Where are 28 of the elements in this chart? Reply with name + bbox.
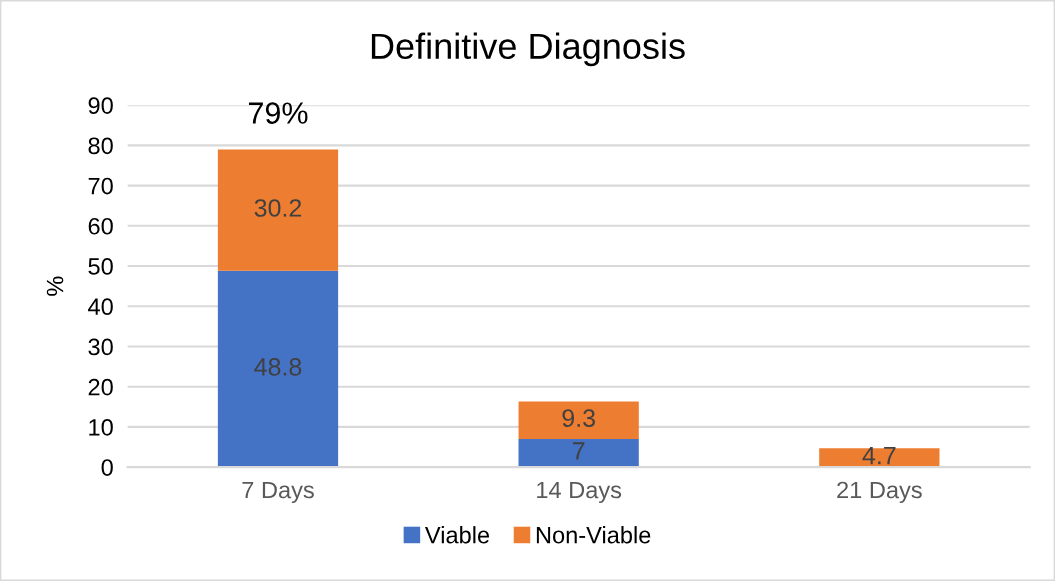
legend-label: Non-Viable — [536, 526, 651, 544]
bar — [217, 270, 339, 468]
y-tick-label: 0 — [101, 459, 113, 476]
chart-title: Definitive Diagnosis — [371, 32, 685, 67]
x-tick-label: 21 Days — [837, 481, 922, 504]
bar — [217, 149, 339, 271]
x-tick-label: 14 Days — [537, 481, 622, 504]
y-axis-title: % — [46, 276, 64, 296]
y-tick-label: 90 — [88, 97, 113, 114]
data-label: 9.3 — [562, 409, 595, 427]
bar — [518, 438, 639, 468]
y-tick-label: 40 — [88, 298, 113, 316]
y-tick-label: 80 — [88, 137, 113, 155]
data-label: 4.7 — [862, 446, 896, 465]
y-tick-label: 20 — [88, 378, 113, 396]
y-tick-label: 60 — [88, 217, 113, 235]
total-label: 79% — [248, 102, 308, 124]
data-label: 30.2 — [254, 199, 302, 217]
x-tick-label: 7 Days — [242, 481, 314, 504]
bar — [819, 448, 940, 468]
y-tick-label: 30 — [88, 338, 113, 356]
y-tick-label: 50 — [88, 258, 113, 275]
data-label: 7 — [573, 442, 585, 460]
y-tick-label: 10 — [89, 418, 113, 436]
bar — [518, 401, 639, 439]
y-tick-label: 70 — [88, 177, 113, 195]
legend-label: Viable — [424, 526, 490, 544]
data-label: 48.8 — [254, 358, 302, 376]
